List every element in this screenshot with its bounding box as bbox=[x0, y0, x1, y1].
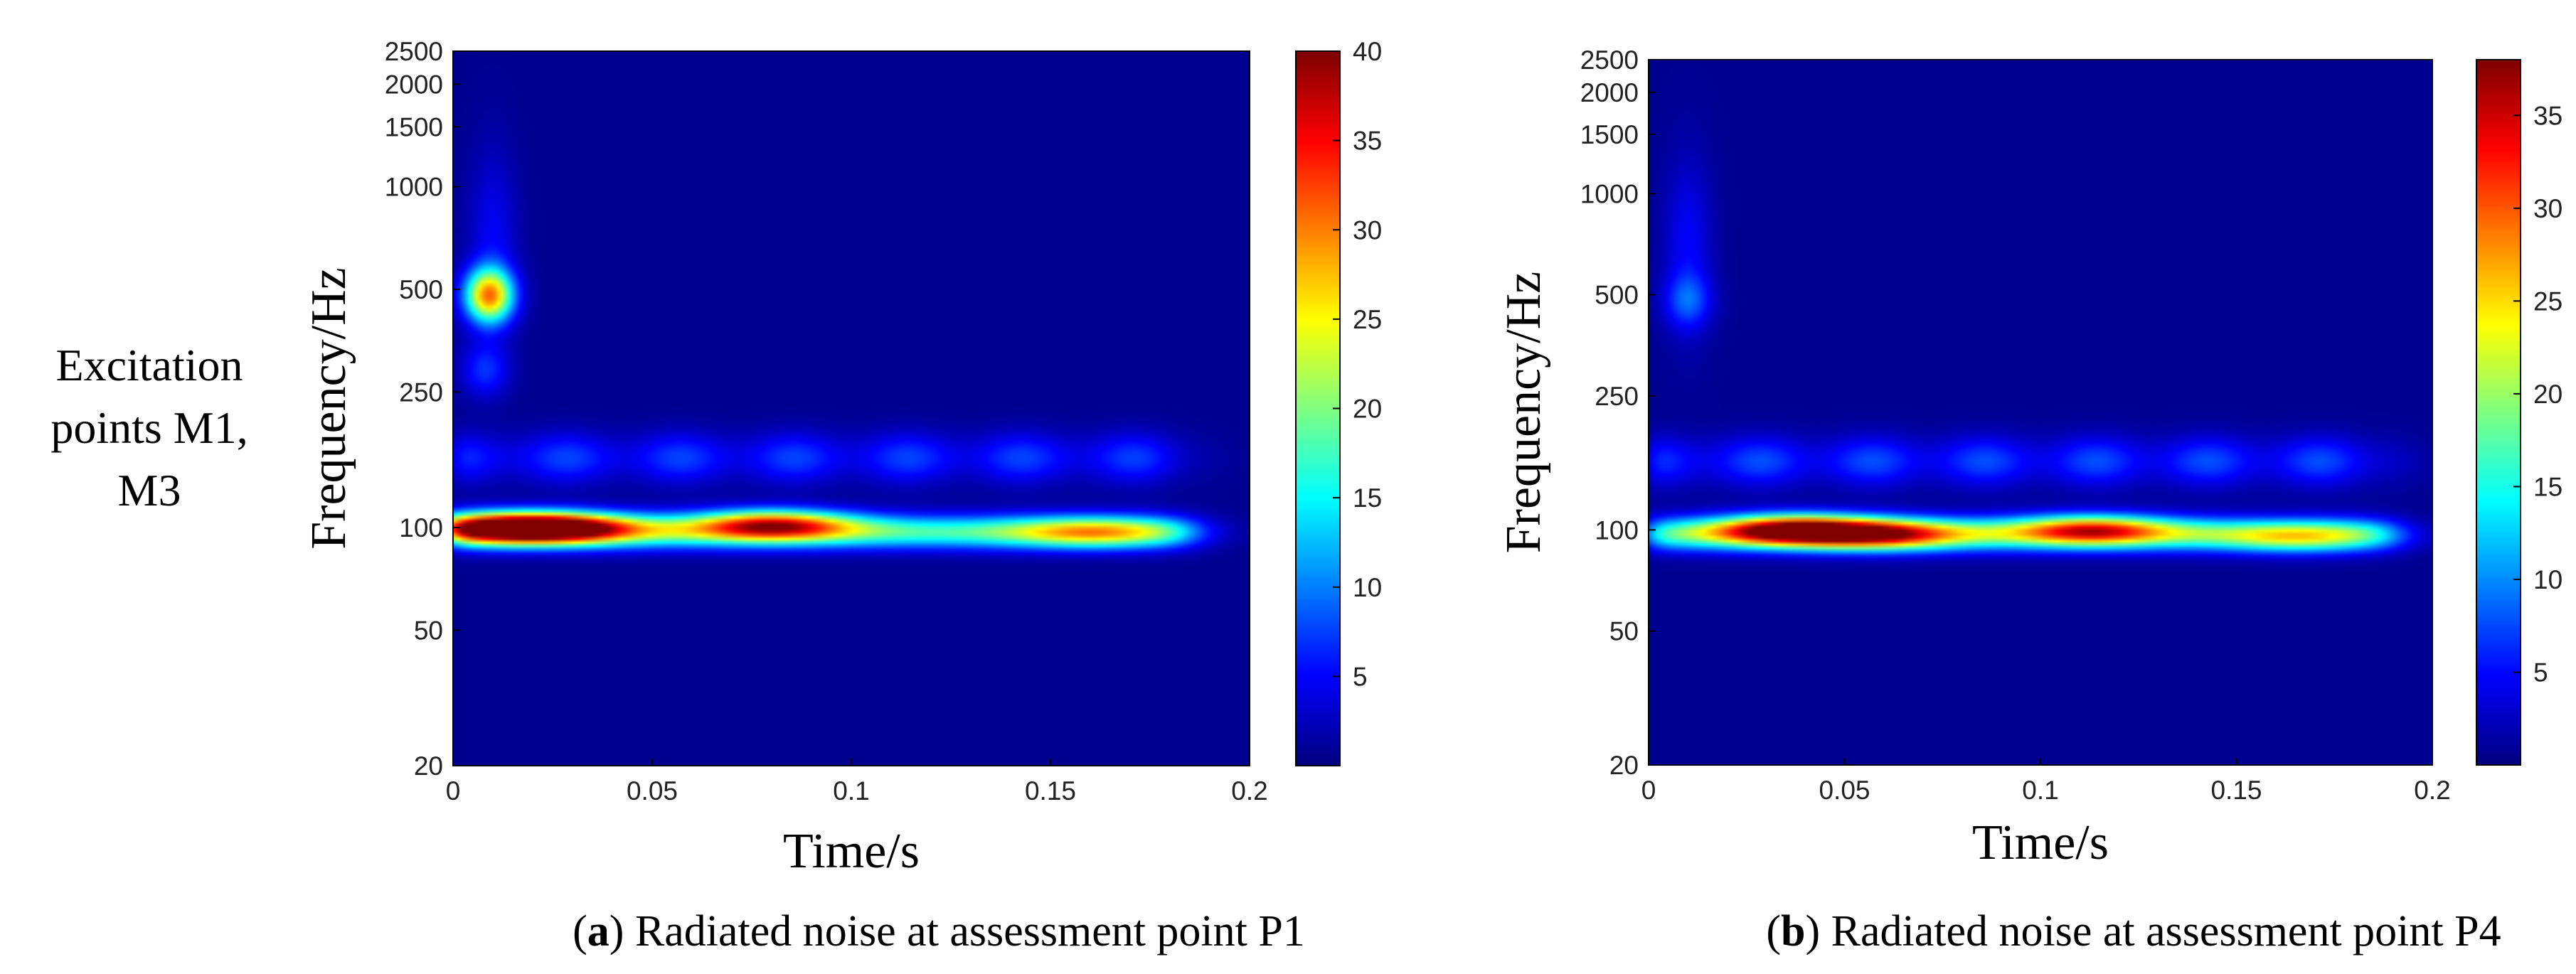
row-label-line-3: M3 bbox=[117, 465, 181, 515]
y-tick-label-a-2: 100 bbox=[399, 513, 443, 542]
y-tick-label-a-0: 20 bbox=[414, 751, 443, 781]
colorbar-tick-label-a-3: 20 bbox=[1353, 395, 1382, 424]
colorbar-tick-label-b-3: 20 bbox=[2533, 380, 2562, 409]
colorbar-tick-label-a-5: 30 bbox=[1353, 215, 1382, 245]
colorbar-tick-label-a-6: 35 bbox=[1353, 127, 1382, 156]
colorbar-tick-label-b-2: 15 bbox=[2533, 472, 2562, 501]
y-tick-label-a-6: 1500 bbox=[385, 112, 443, 141]
x-tick-label-a-1: 0.05 bbox=[627, 776, 678, 806]
y-tick-label-b-8: 2500 bbox=[1580, 46, 1639, 75]
colorbar-tick-label-a-2: 15 bbox=[1353, 483, 1382, 513]
heatmap-a bbox=[453, 51, 1250, 766]
caption-b: (b) Radiated noise at assessment point P… bbox=[1766, 907, 2501, 956]
y-tick-label-b-1: 50 bbox=[1609, 617, 1639, 646]
y-tick-label-b-0: 20 bbox=[1609, 751, 1639, 780]
colorbar-b bbox=[2476, 60, 2521, 765]
y-tick-label-a-7: 2000 bbox=[385, 70, 443, 99]
y-tick-label-a-4: 500 bbox=[399, 275, 443, 304]
x-tick-label-b-4: 0.2 bbox=[2414, 776, 2450, 805]
caption-a: (a) Radiated noise at assessment point P… bbox=[573, 907, 1305, 956]
y-tick-label-a-5: 1000 bbox=[385, 173, 443, 202]
colorbar-tick-label-b-4: 25 bbox=[2533, 287, 2562, 316]
x-tick-label-a-3: 0.15 bbox=[1025, 776, 1076, 806]
y-tick-label-a-1: 50 bbox=[414, 616, 443, 645]
y-tick-label-a-3: 250 bbox=[399, 378, 443, 407]
chart-b: 0 0.05 0.1 0.15 0.2 20 50 100 250 500 1000 1500 2000… bbox=[1496, 46, 2562, 956]
colorbar-frame-b bbox=[2476, 59, 2521, 766]
y-tick-label-a-8: 2500 bbox=[385, 37, 443, 66]
x-tick-label-a-0: 0 bbox=[446, 776, 461, 806]
x-tick-label-b-2: 0.1 bbox=[2022, 776, 2058, 805]
caption-letter-b: b bbox=[1781, 907, 1805, 956]
colorbar-tick-label-a-4: 25 bbox=[1353, 305, 1382, 334]
x-axis-label-a: Time/s bbox=[783, 824, 920, 879]
y-tick-label-b-6: 1500 bbox=[1580, 120, 1639, 149]
y-tick-label-b-5: 1000 bbox=[1580, 179, 1639, 208]
caption-letter-a: a bbox=[587, 907, 610, 956]
x-tick-label-a-4: 0.2 bbox=[1231, 776, 1267, 806]
colorbar-a bbox=[1296, 51, 1340, 766]
caption-text-b: Radiated noise at assessment point P4 bbox=[1831, 907, 2501, 956]
y-axis-label-b: Frequency/Hz bbox=[1496, 272, 1551, 554]
row-label-line-1: Excitation bbox=[55, 340, 243, 390]
colorbar-tick-label-a-1: 10 bbox=[1353, 573, 1382, 602]
x-axis-label-b: Time/s bbox=[1972, 815, 2109, 870]
x-tick-label-b-1: 0.05 bbox=[1819, 776, 1870, 805]
y-tick-label-b-4: 500 bbox=[1595, 281, 1639, 310]
x-tick-label-b-3: 0.15 bbox=[2210, 776, 2262, 805]
colorbar-tick-label-b-1: 10 bbox=[2533, 565, 2562, 594]
y-tick-label-b-3: 250 bbox=[1595, 382, 1639, 411]
chart-a: 0 0.05 0.1 0.15 0.2 20 50 100 250 500 1000 1500 2000… bbox=[302, 37, 1382, 956]
colorbar-tick-label-b-0: 5 bbox=[2533, 658, 2548, 687]
row-label-line-2: points M1, bbox=[50, 402, 248, 453]
caption-text-a: Radiated noise at assessment point P1 bbox=[635, 907, 1305, 956]
colorbar-tick-label-a-0: 5 bbox=[1353, 662, 1368, 691]
x-tick-label-a-2: 0.1 bbox=[833, 776, 869, 806]
x-tick-label-b-0: 0 bbox=[1641, 776, 1656, 805]
colorbar-tick-label-a-7: 40 bbox=[1353, 37, 1382, 66]
colorbar-tick-label-b-6: 35 bbox=[2533, 101, 2562, 130]
y-tick-label-b-7: 2000 bbox=[1580, 78, 1639, 107]
y-tick-label-b-2: 100 bbox=[1595, 515, 1639, 545]
row-label-excitation-points: Excitation points M1, M3 bbox=[14, 334, 284, 522]
colorbar-tick-label-b-5: 30 bbox=[2533, 194, 2562, 223]
heatmap-b bbox=[1649, 60, 2432, 765]
y-axis-label-a: Frequency/Hz bbox=[302, 267, 356, 550]
